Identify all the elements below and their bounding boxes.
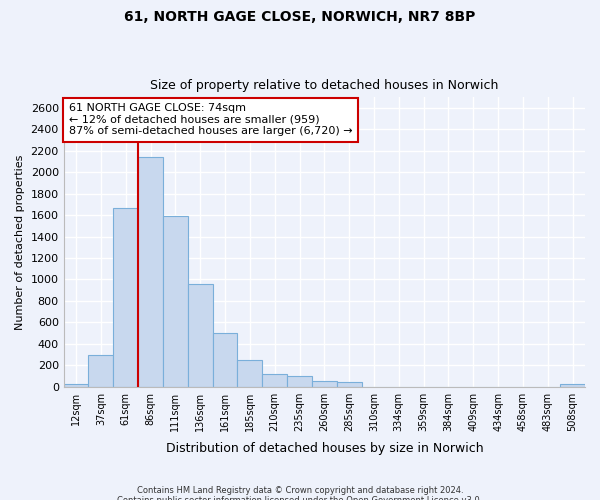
Bar xyxy=(64,384,88,386)
Bar xyxy=(88,354,113,386)
Bar xyxy=(163,216,188,386)
Text: 61, NORTH GAGE CLOSE, NORWICH, NR7 8BP: 61, NORTH GAGE CLOSE, NORWICH, NR7 8BP xyxy=(124,10,476,24)
Text: 61 NORTH GAGE CLOSE: 74sqm
← 12% of detached houses are smaller (959)
87% of sem: 61 NORTH GAGE CLOSE: 74sqm ← 12% of deta… xyxy=(69,103,353,136)
Bar xyxy=(262,374,287,386)
Bar xyxy=(337,382,362,386)
Bar xyxy=(212,333,238,386)
Bar xyxy=(113,208,138,386)
Text: Contains HM Land Registry data © Crown copyright and database right 2024.: Contains HM Land Registry data © Crown c… xyxy=(137,486,463,495)
Bar xyxy=(188,284,212,386)
Bar xyxy=(138,158,163,386)
Bar xyxy=(287,376,312,386)
X-axis label: Distribution of detached houses by size in Norwich: Distribution of detached houses by size … xyxy=(166,442,483,455)
Bar xyxy=(312,382,337,386)
Text: Contains public sector information licensed under the Open Government Licence v3: Contains public sector information licen… xyxy=(118,496,482,500)
Title: Size of property relative to detached houses in Norwich: Size of property relative to detached ho… xyxy=(150,79,499,92)
Y-axis label: Number of detached properties: Number of detached properties xyxy=(15,154,25,330)
Bar xyxy=(238,360,262,386)
Bar xyxy=(560,384,585,386)
